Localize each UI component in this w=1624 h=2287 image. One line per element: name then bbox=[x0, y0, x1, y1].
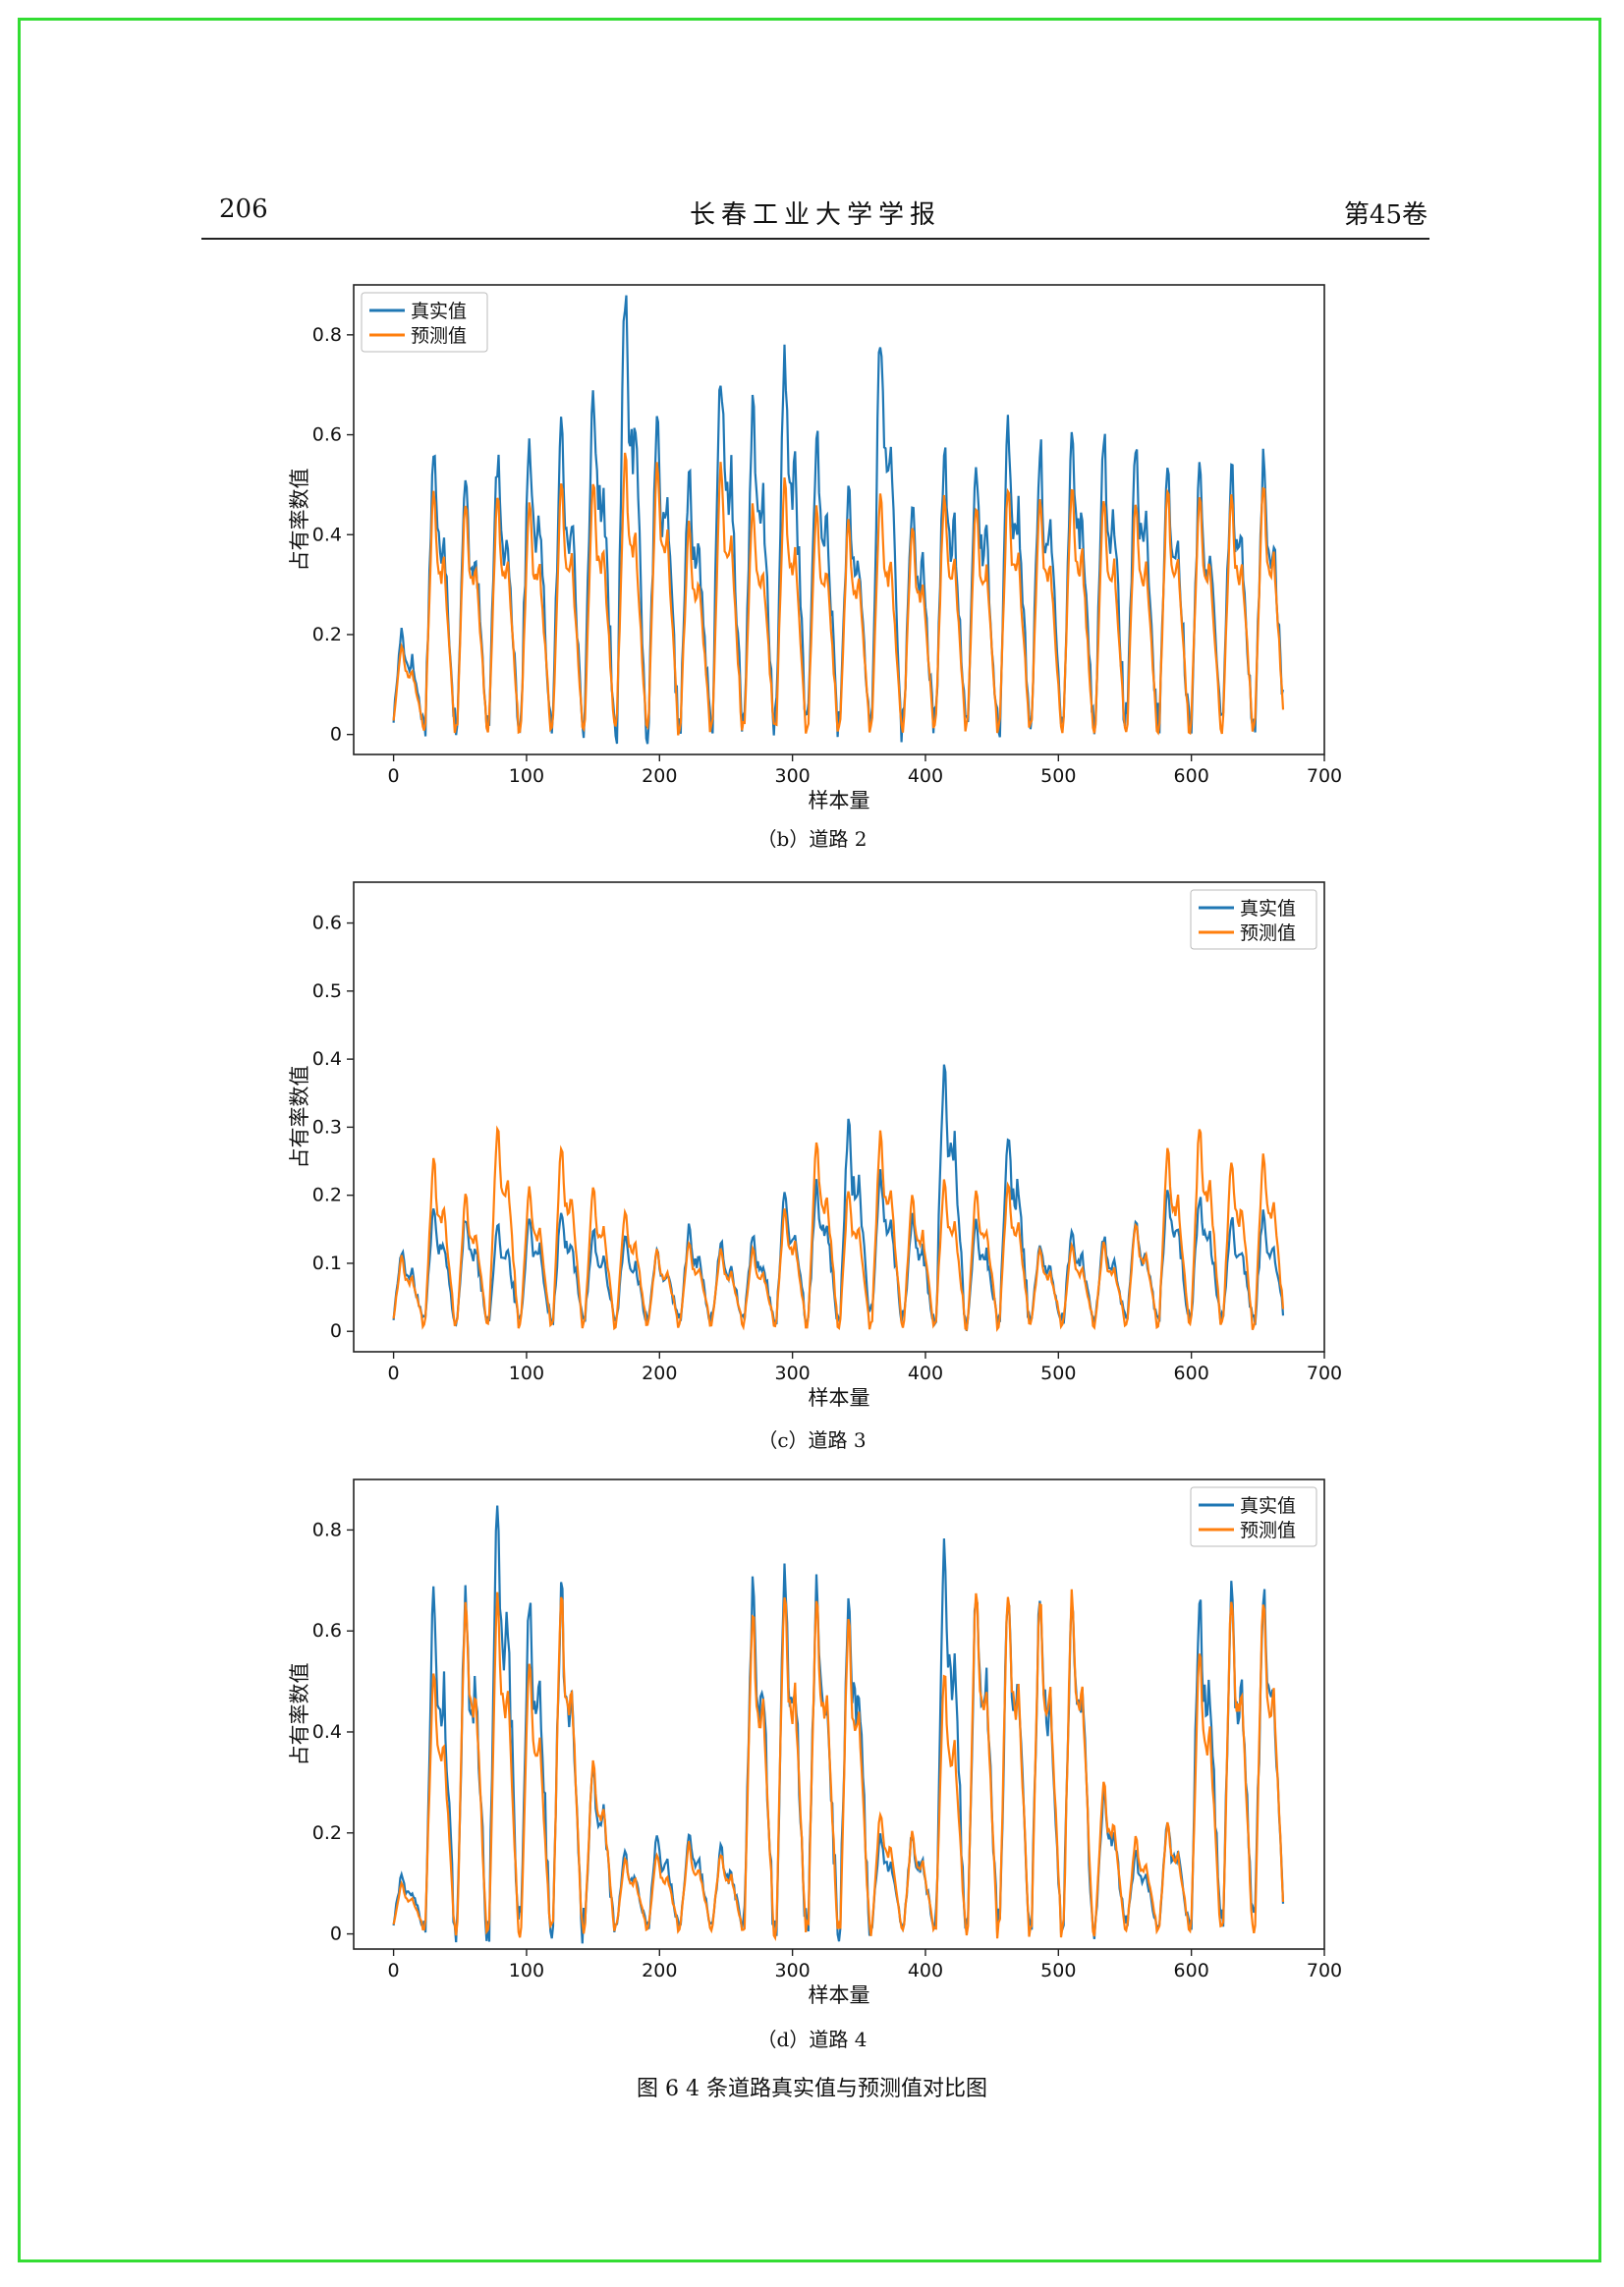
page-border bbox=[18, 18, 1601, 2262]
x-tick-label: 400 bbox=[908, 1363, 943, 1384]
y-tick-label: 0.2 bbox=[312, 1822, 342, 1844]
y-tick-label: 0.4 bbox=[312, 524, 342, 545]
y-tick-label: 0 bbox=[330, 1320, 342, 1342]
x-tick-label: 600 bbox=[1174, 1960, 1209, 1981]
y-axis-label: 占有率数值 bbox=[288, 1066, 311, 1169]
page-number: 206 bbox=[219, 195, 268, 224]
chart-panel-b: 0 100 200 300 400 500 600 700 0 0.2 0.4 0.6 0.8 样本量 占有… bbox=[288, 284, 1342, 812]
panel-b-caption: （b）道路 2 bbox=[756, 827, 868, 851]
x-tick-label: 500 bbox=[1040, 1960, 1076, 1981]
x-tick-label: 300 bbox=[774, 1363, 810, 1384]
x-tick-label: 100 bbox=[509, 765, 544, 787]
legend-box bbox=[361, 292, 488, 353]
panel-c-caption: （c）道路 3 bbox=[757, 1428, 867, 1452]
series-line-predicted bbox=[392, 452, 1285, 736]
y-tick-label: 0.4 bbox=[312, 1721, 342, 1743]
x-axis-label: 样本量 bbox=[809, 789, 870, 812]
y-axis-label: 占有率数值 bbox=[288, 1663, 311, 1766]
y-tick-label: 0.3 bbox=[312, 1116, 342, 1138]
x-tick-label: 400 bbox=[908, 765, 943, 787]
x-tick-label: 300 bbox=[774, 1960, 810, 1981]
series-line-predicted bbox=[392, 1589, 1285, 1942]
y-tick-label: 0.2 bbox=[312, 1185, 342, 1206]
x-tick-label: 700 bbox=[1307, 1960, 1342, 1981]
x-axis-label: 样本量 bbox=[809, 1386, 870, 1410]
y-tick-label: 0.6 bbox=[312, 424, 342, 446]
x-tick-label: 400 bbox=[908, 1960, 943, 1981]
x-tick-label: 100 bbox=[509, 1363, 544, 1384]
x-tick-label: 200 bbox=[642, 1363, 677, 1384]
x-tick-label: 100 bbox=[509, 1960, 544, 1981]
x-tick-label: 200 bbox=[642, 765, 677, 787]
chart-panel-c: 0 100 200 300 400 500 600 700 0 0.1 0.2 0.3 0.4 0.5 0.… bbox=[288, 881, 1342, 1410]
y-tick-label: 0.1 bbox=[312, 1253, 342, 1274]
x-axis-label: 样本量 bbox=[809, 1983, 870, 2007]
x-tick-label: 0 bbox=[388, 1363, 400, 1384]
plot-area bbox=[353, 881, 1325, 1353]
legend-label: 预测值 bbox=[411, 325, 467, 347]
x-tick-label: 500 bbox=[1040, 1363, 1076, 1384]
legend-label: 真实值 bbox=[1240, 898, 1296, 920]
y-tick-label: 0.8 bbox=[312, 1519, 342, 1540]
chart-panel-d: 0 100 200 300 400 500 600 700 0 0.2 0.4 0.6 0.8 样本量 占有… bbox=[288, 1478, 1342, 2007]
legend-label: 预测值 bbox=[1240, 922, 1296, 944]
x-tick-label: 600 bbox=[1174, 765, 1209, 787]
y-tick-label: 0.4 bbox=[312, 1048, 342, 1070]
series-line-actual bbox=[392, 295, 1285, 745]
x-tick-label: 0 bbox=[388, 765, 400, 787]
y-tick-label: 0.6 bbox=[312, 1620, 342, 1642]
x-tick-label: 700 bbox=[1307, 765, 1342, 787]
running-header: 206 长春工业大学学报 第45卷 bbox=[201, 193, 1429, 240]
y-tick-label: 0.2 bbox=[312, 624, 342, 645]
y-axis-label: 占有率数值 bbox=[288, 469, 311, 572]
series-line-actual bbox=[392, 1505, 1285, 1944]
volume-label: 第45卷 bbox=[1343, 200, 1428, 230]
legend-label: 真实值 bbox=[411, 301, 467, 322]
y-tick-label: 0 bbox=[330, 724, 342, 746]
y-tick-label: 0.8 bbox=[312, 324, 342, 346]
series-line-predicted bbox=[392, 1125, 1285, 1332]
x-tick-label: 700 bbox=[1307, 1363, 1342, 1384]
legend-box bbox=[1190, 889, 1317, 950]
journal-title: 长春工业大学学报 bbox=[689, 200, 941, 230]
y-tick-label: 0 bbox=[330, 1924, 342, 1945]
x-tick-label: 0 bbox=[388, 1960, 400, 1981]
panel-d-caption: （d）道路 4 bbox=[756, 2028, 868, 2051]
legend-label: 真实值 bbox=[1240, 1495, 1296, 1517]
y-tick-label: 0.5 bbox=[312, 980, 342, 1002]
y-tick-label: 0.6 bbox=[312, 913, 342, 934]
x-tick-label: 200 bbox=[642, 1960, 677, 1981]
figure-caption: 图 6 4 条道路真实值与预测值对比图 bbox=[637, 2077, 987, 2101]
legend-box bbox=[1190, 1486, 1317, 1547]
x-tick-label: 300 bbox=[774, 765, 810, 787]
x-tick-label: 500 bbox=[1040, 765, 1076, 787]
legend-label: 预测值 bbox=[1240, 1520, 1296, 1541]
x-tick-label: 600 bbox=[1174, 1363, 1209, 1384]
